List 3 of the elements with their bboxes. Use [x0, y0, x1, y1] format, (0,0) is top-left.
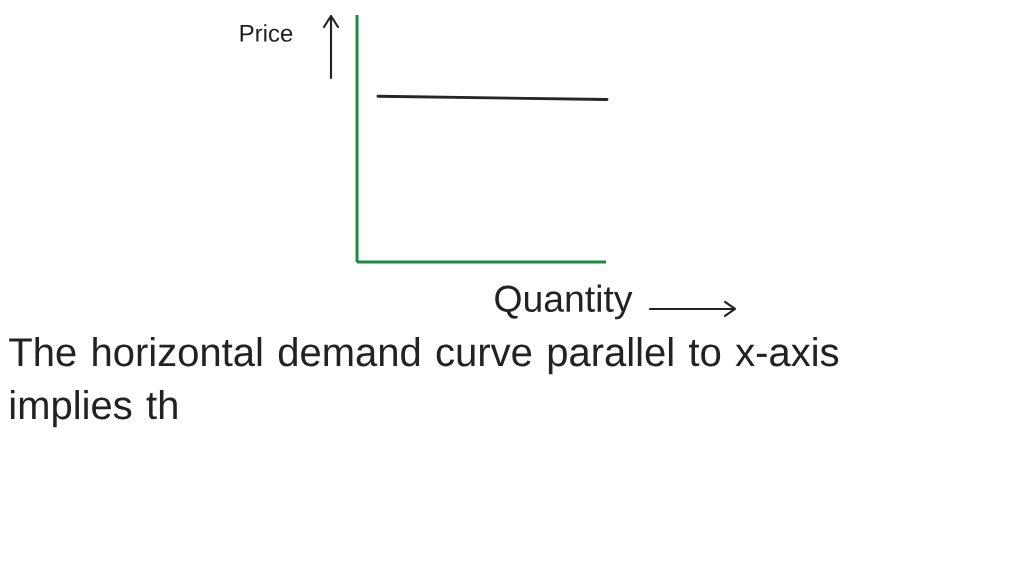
text: The horizontal demand curve parallel to x-axis implies th	[9, 337, 839, 428]
y-axis-title: Price	[240, 24, 293, 42]
x-axis-title: Quantity	[495, 284, 633, 320]
